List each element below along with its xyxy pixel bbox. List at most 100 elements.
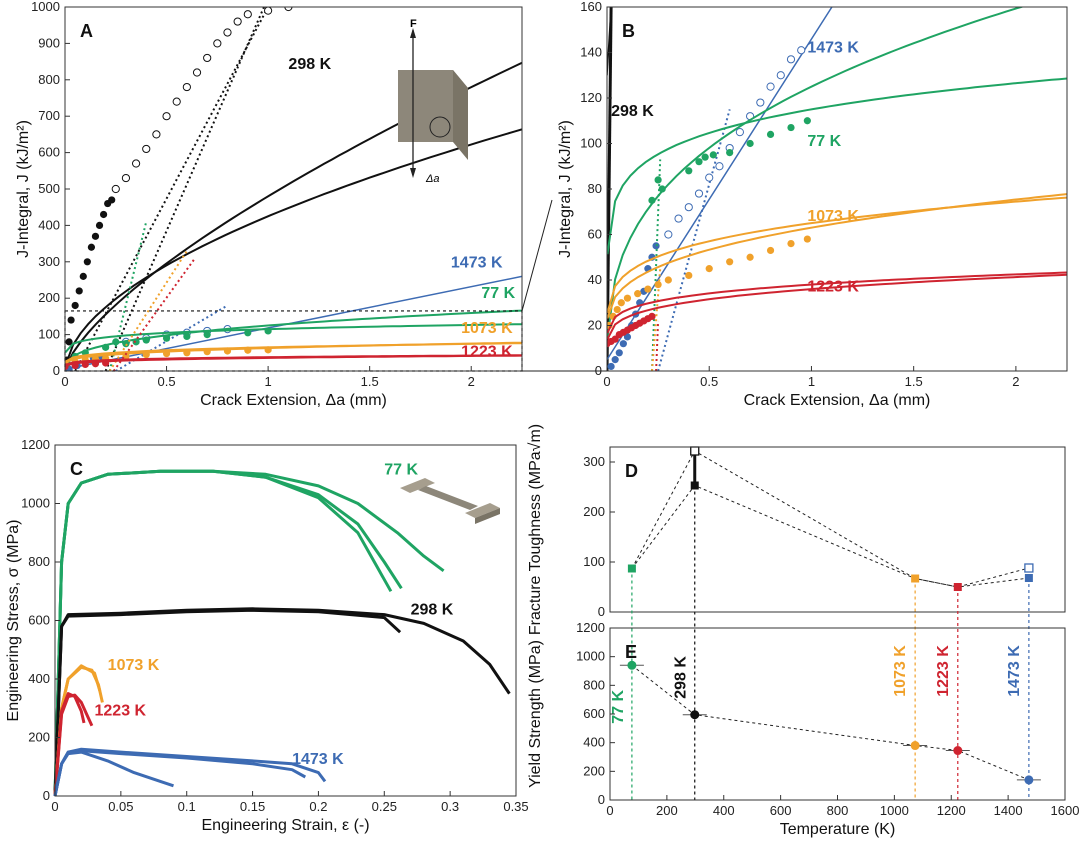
series-298k — [65, 7, 522, 371]
x-tick-label: 1600 — [1051, 803, 1080, 818]
stress-strain-curve — [53, 665, 104, 797]
data-point — [65, 363, 69, 371]
x-tick-label: 2 — [1012, 374, 1019, 389]
data-point-open — [264, 7, 273, 15]
x-tick-label: 1.5 — [361, 374, 379, 389]
data-point-open — [182, 82, 191, 92]
data-point-open — [121, 173, 131, 183]
specimen-side — [453, 70, 468, 160]
offset-line — [651, 159, 662, 371]
data-point — [112, 338, 120, 346]
data-point — [183, 349, 191, 357]
data-point — [613, 305, 621, 314]
series-label: 298 K — [611, 103, 654, 120]
offset-line — [104, 7, 265, 371]
y-tick-label: 200 — [583, 763, 605, 778]
y-tick-label: 400 — [38, 217, 60, 232]
data-point-open — [664, 230, 673, 239]
y-tick-label: 500 — [38, 181, 60, 196]
y-tick-label: 20 — [588, 318, 602, 333]
fit-line — [607, 7, 612, 76]
x-tick-label: 0.5 — [158, 374, 176, 389]
crack-tip-circle — [429, 116, 451, 138]
data-point-open — [203, 53, 212, 63]
data-point-open — [776, 71, 785, 80]
panel-d-fracture-toughness-chart: 0 100 200 300 Fracture Toughness (MPa√m) D — [527, 424, 1066, 635]
data-point-open — [715, 162, 724, 171]
data-point — [685, 271, 693, 280]
x-tick-label: 2 — [468, 374, 475, 389]
x-tick-label: 0.1 — [178, 799, 196, 814]
force-label: F — [410, 18, 417, 30]
panel-letter: A — [80, 21, 93, 41]
data-point — [71, 301, 79, 310]
data-point — [1024, 775, 1034, 785]
tensile-specimen-icon — [400, 478, 500, 524]
data-point — [122, 352, 130, 361]
data-point — [83, 258, 91, 266]
series-label: 1223 K — [935, 645, 952, 697]
series-label: 77 K — [384, 461, 418, 478]
data-point-open — [111, 184, 120, 194]
data-point — [615, 349, 623, 357]
data-point — [87, 243, 96, 251]
plot-area — [65, 7, 522, 371]
y-tick-label: 300 — [38, 254, 60, 269]
zoom-connector — [521, 199, 553, 312]
series-label: 298 K — [411, 602, 454, 619]
y-tick-label: 80 — [588, 181, 602, 196]
data-point — [726, 258, 734, 266]
data-point — [203, 331, 211, 339]
data-point — [108, 196, 116, 204]
y-tick-label: 0 — [53, 363, 60, 378]
y-tick-label: 100 — [580, 136, 602, 151]
data-point — [726, 149, 734, 157]
x-tick-label: 600 — [770, 803, 792, 818]
series-1223k — [607, 271, 1067, 371]
x-axis-label: Engineering Strain, ε (-) — [201, 817, 369, 834]
data-point — [65, 338, 73, 346]
data-point — [766, 246, 775, 255]
y-tick-label: 1000 — [576, 649, 605, 664]
series-1473k — [607, 7, 833, 371]
data-point — [79, 272, 87, 280]
data-point — [81, 360, 89, 369]
data-point — [695, 158, 703, 166]
y-tick-label: 800 — [28, 554, 50, 569]
specimen-grip — [465, 503, 500, 518]
data-point-open — [233, 17, 242, 26]
series-1223k — [65, 257, 522, 371]
x-tick-label: 0.25 — [372, 799, 397, 814]
y-tick-label: 1200 — [21, 437, 50, 452]
data-point — [705, 265, 713, 273]
series-1073k — [607, 193, 1067, 371]
y-tick-label: 60 — [588, 227, 602, 242]
data-point — [648, 312, 656, 320]
y-tick-label: 200 — [28, 730, 50, 745]
y-axis-label: Yield Strength (MPa) — [527, 640, 544, 788]
series-1073k — [53, 664, 104, 797]
panel-letter: C — [70, 459, 83, 479]
x-tick-label: 0.05 — [108, 799, 133, 814]
decorations: F Δa — [398, 18, 500, 524]
offset-line — [108, 250, 188, 371]
data-point-open — [142, 144, 151, 154]
data-point-open — [131, 159, 141, 168]
data-point — [709, 151, 717, 159]
y-tick-label: 600 — [583, 706, 605, 721]
y-tick-label: 100 — [583, 554, 605, 569]
data-point-open — [735, 128, 744, 137]
fit-curve — [607, 77, 1067, 255]
plot-frame — [609, 627, 1066, 801]
y-tick-label: 800 — [38, 72, 60, 87]
panel-letter: B — [622, 21, 635, 41]
y-tick-label: 1000 — [31, 0, 60, 14]
y-tick-label: 900 — [38, 35, 60, 50]
y-tick-label: 700 — [38, 108, 60, 123]
x-tick-label: 1.5 — [905, 374, 923, 389]
fit-line — [607, 7, 833, 361]
data-point — [75, 287, 83, 295]
data-point-open — [152, 130, 161, 139]
stress-strain-curve — [53, 692, 86, 797]
